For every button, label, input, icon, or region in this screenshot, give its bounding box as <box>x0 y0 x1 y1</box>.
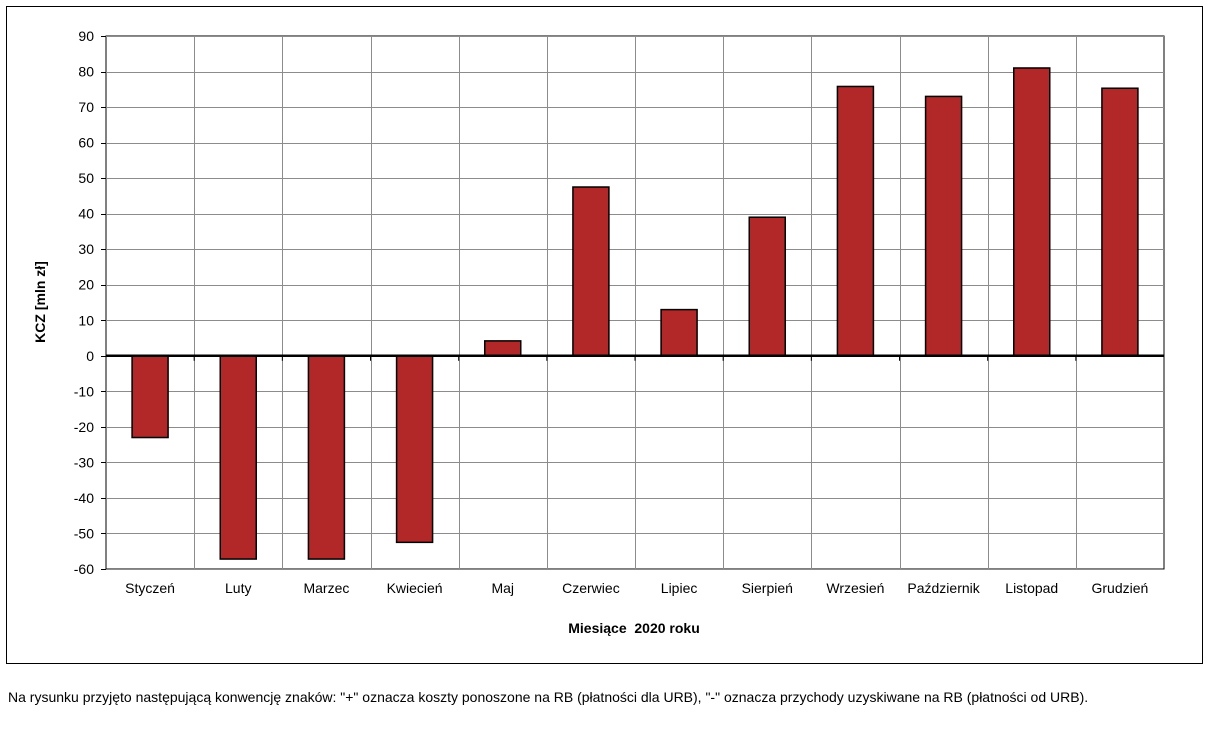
y-tick-label: -30 <box>74 454 94 470</box>
x-tick-label: Marzec <box>303 580 349 596</box>
y-tick-label: 0 <box>86 348 94 364</box>
x-tick-label: Lipiec <box>661 580 698 596</box>
bar-7 <box>660 308 698 357</box>
bar-9 <box>836 85 875 357</box>
grid-lines <box>101 35 1165 570</box>
footnote: Na rysunku przyjęto następującą konwencj… <box>8 689 1089 705</box>
y-tick-label: -60 <box>74 561 94 577</box>
bar-6 <box>572 186 610 357</box>
bar-8 <box>748 216 786 357</box>
zero-axis <box>105 354 1165 361</box>
y-tick-label: 40 <box>78 206 94 222</box>
x-tick-label: Czerwiec <box>562 580 620 596</box>
y-tick-label: -50 <box>74 525 94 541</box>
y-tick-label: -10 <box>74 383 94 399</box>
x-tick-label: Październik <box>907 580 980 596</box>
y-tick-label: 90 <box>78 28 94 44</box>
bar-5 <box>484 340 522 357</box>
x-tick-label: Maj <box>491 580 514 596</box>
y-tick-label: -20 <box>74 419 94 435</box>
bar-11 <box>1013 67 1051 357</box>
y-tick-label: 20 <box>78 277 94 293</box>
bar-2 <box>219 355 257 560</box>
bars <box>131 67 1139 560</box>
bar-4 <box>395 355 434 544</box>
y-tick-labels: 90 80 70 60 50 40 30 20 10 0 -10 -20 -30 -40 -50 -60 <box>74 28 94 577</box>
x-tick-label: Sierpień <box>742 580 793 596</box>
x-tick-label: Grudzień <box>1092 580 1149 596</box>
y-axis-label: KCZ [mln zł] <box>32 261 48 343</box>
x-tick-label: Wrzesień <box>826 580 884 596</box>
y-tick-label: -40 <box>74 490 94 506</box>
bar-10 <box>924 95 963 357</box>
x-tick-label: Listopad <box>1005 580 1058 596</box>
y-tick-label: 70 <box>78 99 94 115</box>
y-tick-label: 10 <box>78 312 94 328</box>
y-tick-label: 60 <box>78 135 94 151</box>
x-tick-labels: Styczeń Luty Marzec Kwiecień Maj Czerwiec Lipi… <box>125 580 1148 596</box>
bar-1 <box>131 355 169 439</box>
chart-frame <box>6 6 1203 664</box>
y-tick-label: 80 <box>78 64 94 80</box>
x-tick-label: Kwiecień <box>387 580 443 596</box>
y-tick-label: 30 <box>78 241 94 257</box>
x-tick-label: Luty <box>225 580 251 596</box>
bar-12 <box>1101 87 1139 357</box>
y-tick-label: 50 <box>78 170 94 186</box>
x-tick-label: Styczeń <box>125 580 175 596</box>
bar-chart: 90 80 70 60 50 40 30 20 10 0 -10 -20 -30 -40 -50 -60 St… <box>32 28 1165 636</box>
x-axis-label: Miesiące 2020 roku <box>568 620 700 636</box>
bar-3 <box>307 355 346 560</box>
